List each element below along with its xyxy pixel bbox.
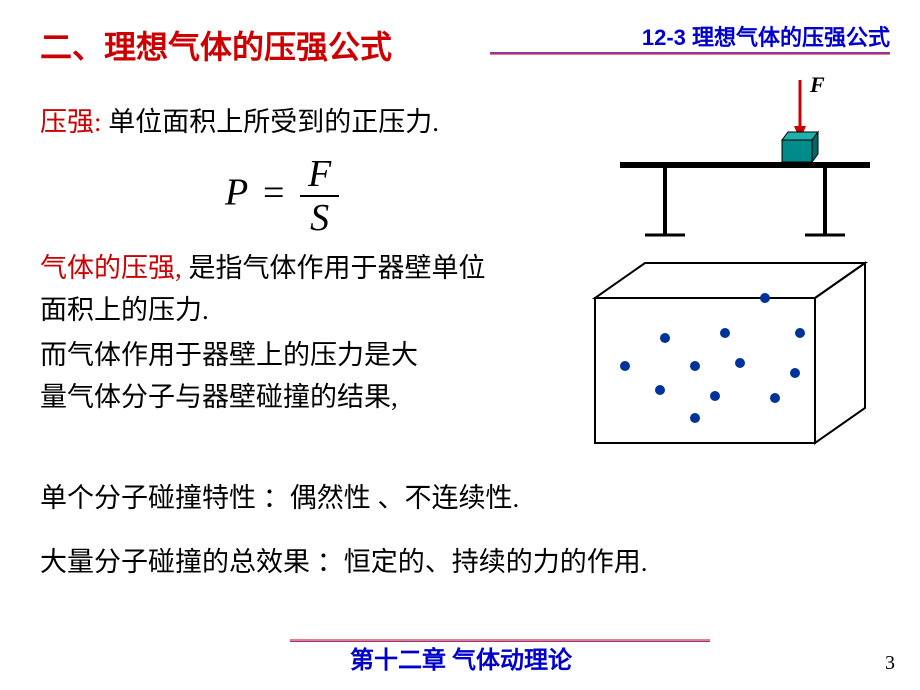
molecule-dot <box>690 361 700 371</box>
page-num-text: 3 <box>885 652 895 674</box>
single-molecule: 单个分子碰撞特性 ：偶然性 、不连续性. <box>40 483 519 513</box>
header-text: 12-3 理想气体的压强公式 <box>642 25 890 50</box>
molecule-dot <box>720 328 730 338</box>
molecule-dot <box>735 358 745 368</box>
chapter-footer: 第十二章 气体动理论 <box>350 640 572 675</box>
molecules-group <box>620 293 805 423</box>
force-label: F <box>809 72 825 97</box>
molecule-dot <box>660 333 670 343</box>
section-header: 12-3 理想气体的压强公式 <box>642 20 890 52</box>
footer-text: 第十二章 气体动理论 <box>350 648 572 674</box>
molecule-dot <box>710 391 720 401</box>
gas-pressure-text2: 面积上的压力. <box>40 295 209 325</box>
molecule-dot <box>760 293 770 303</box>
page-title: 二、理想气体的压强公式 <box>40 22 392 68</box>
pressure-text: 单位面积上所受到的正压力. <box>108 107 439 137</box>
pressure-definition: 压强: 单位面积上所受到的正压力. <box>40 100 439 139</box>
wall-force-text: 而气体作用于器壁上的压力是大 量气体分子与器壁碰撞的结果, <box>40 335 418 419</box>
table-force-diagram: F <box>600 70 880 240</box>
page-number: 3 <box>885 652 895 675</box>
molecule-dot <box>790 368 800 378</box>
wall-force-l2: 量气体分子与器壁碰撞的结果, <box>40 382 398 412</box>
many-molecules: 大量分子碰撞的总效果 ：恒定的、持续的力的作用. <box>40 547 648 577</box>
gas-pressure-label: 气体的压强, <box>40 253 182 283</box>
formula-P: P <box>225 172 248 214</box>
table-top <box>620 162 870 168</box>
header-underline <box>490 52 890 55</box>
molecule-dot <box>795 328 805 338</box>
formula-F: F <box>300 155 339 197</box>
single-molecule-text: 单个分子碰撞特性 ：偶然性 、不连续性. <box>40 476 519 515</box>
wall-force-l1: 而气体作用于器壁上的压力是大 <box>40 340 418 370</box>
pressure-formula: P = F S <box>225 155 339 237</box>
molecule-dot <box>690 413 700 423</box>
box-front <box>595 298 815 443</box>
box-top <box>595 263 865 298</box>
title-text: 二、理想气体的压强公式 <box>40 29 392 65</box>
molecule-dot <box>655 385 665 395</box>
many-molecules-text: 大量分子碰撞的总效果 ：恒定的、持续的力的作用. <box>40 540 648 579</box>
formula-eq: = <box>263 172 284 214</box>
box-side <box>815 263 865 443</box>
molecule-dot <box>770 393 780 403</box>
molecule-dot <box>620 361 630 371</box>
pressure-label: 压强: <box>40 107 102 137</box>
gas-pressure-text1: 是指气体作用于器壁单位 <box>189 253 486 283</box>
gas-pressure-definition: 气体的压强, 是指气体作用于器壁单位 面积上的压力. <box>40 248 486 332</box>
cube-icon <box>782 132 818 162</box>
formula-S: S <box>300 197 339 237</box>
gas-box-diagram <box>565 258 885 458</box>
formula-fraction: F S <box>300 155 339 237</box>
